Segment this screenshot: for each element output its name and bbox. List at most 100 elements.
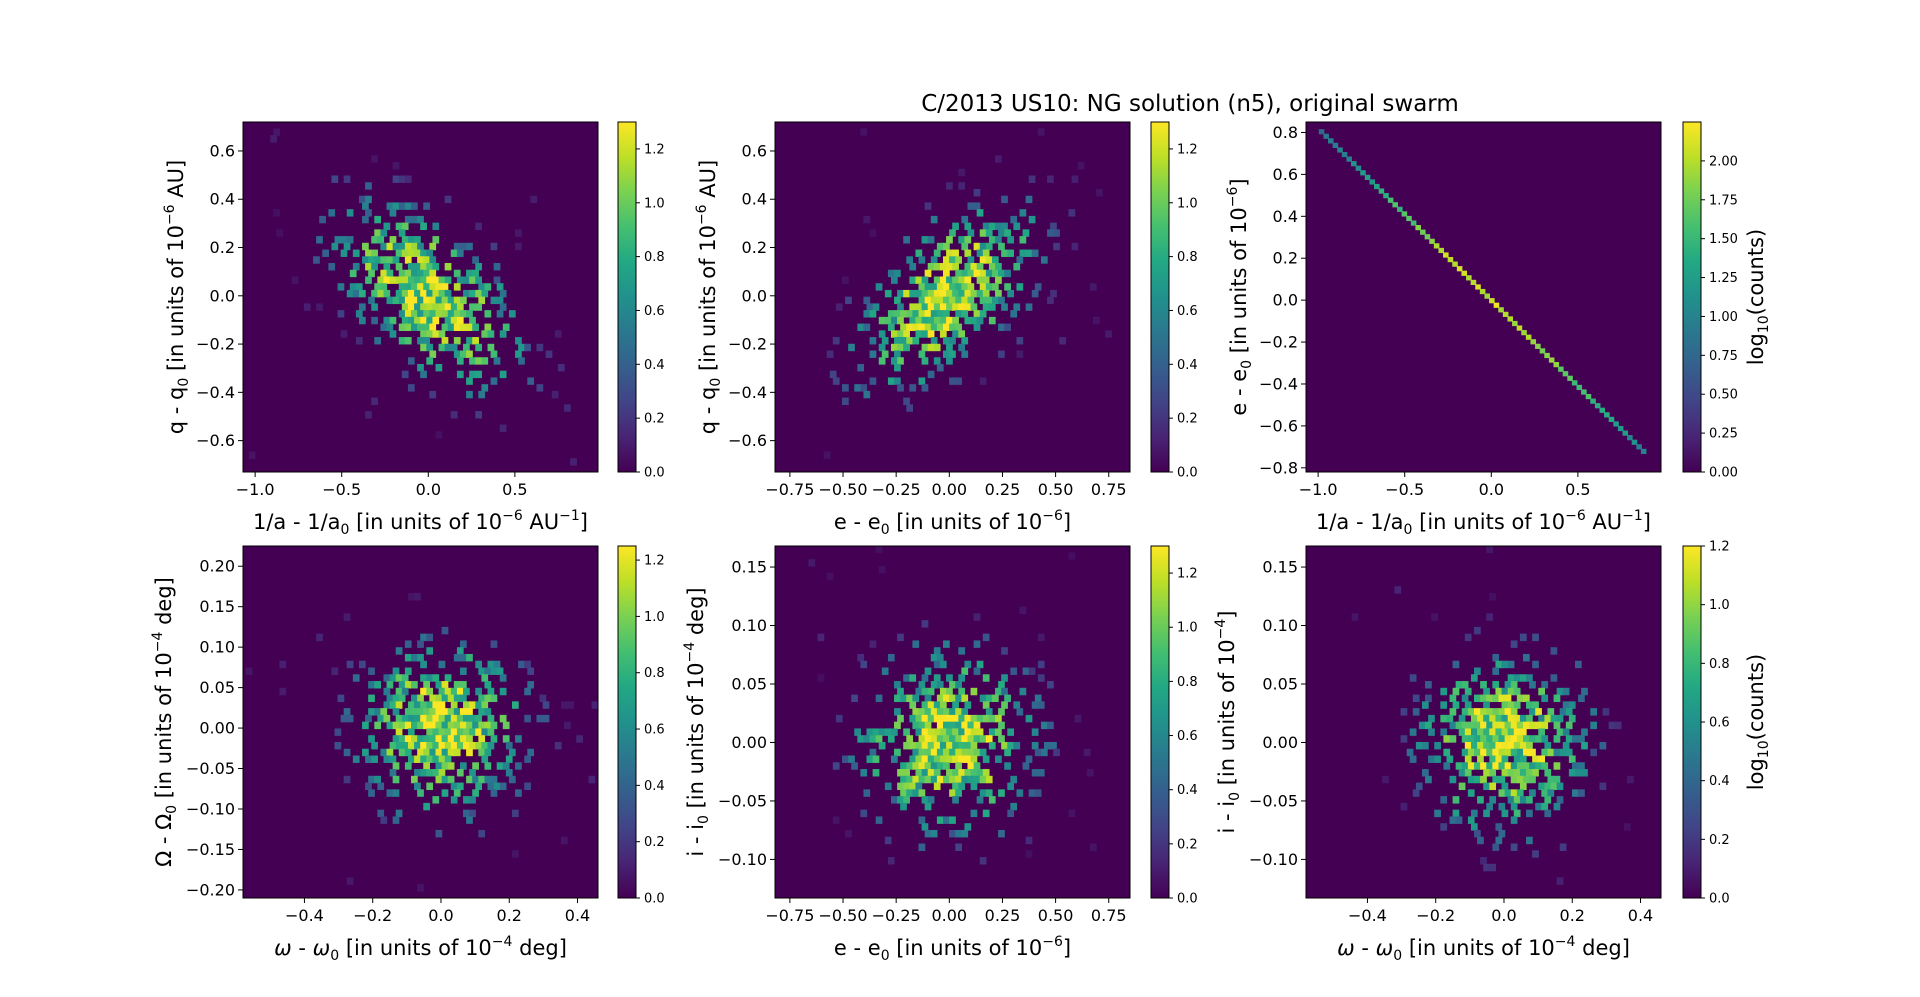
hexbin-cell: [952, 276, 959, 284]
hexbin-cell: [1576, 384, 1583, 391]
hexbin-cell: [921, 674, 929, 682]
hexbin-cell: [420, 263, 427, 271]
hexbin-cell: [973, 667, 981, 675]
hexbin-cell: [1010, 667, 1018, 675]
hexbin-cell: [1558, 366, 1564, 372]
hexbin-cell: [1474, 626, 1481, 635]
hexbin-cell: [808, 559, 816, 567]
hexbin-cell: [955, 377, 962, 385]
hexbin-cell: [918, 748, 926, 757]
hexbin-cells: [823, 128, 1112, 459]
hexbin-cell: [1480, 681, 1487, 689]
hexbin-cell: [915, 276, 923, 284]
hexbin-cell: [894, 269, 901, 278]
hexbin-cell: [1516, 735, 1524, 743]
hexbin-cell: [927, 370, 935, 379]
hexbin-cell: [1461, 762, 1469, 770]
hexbin-cell: [1544, 782, 1552, 791]
hexbin-cell: [967, 296, 975, 305]
hexbin-cell: [383, 687, 391, 696]
hexbin-cell: [352, 755, 360, 763]
hexbin-cell: [943, 310, 950, 318]
hexbin-cell: [411, 202, 418, 210]
hexbin-cell: [939, 701, 947, 709]
hexbin-cell: [484, 283, 492, 291]
hexbin-cell: [961, 242, 969, 251]
hexbin-cell: [918, 283, 926, 291]
x-tick-label: −0.4: [285, 906, 324, 925]
hexbin-cell: [912, 337, 920, 345]
hexbin-cell: [404, 296, 412, 305]
hexbin-cell: [524, 755, 531, 763]
hexbin-cell: [362, 748, 369, 757]
hexbin-cell: [1397, 206, 1403, 212]
hexbin-cell: [469, 809, 476, 818]
hexbin-cell: [389, 236, 397, 244]
hexbin-cell: [875, 694, 883, 703]
hexbin-cell: [404, 667, 412, 675]
y-tick-label: −0.6: [728, 431, 767, 450]
hexbin-cell: [955, 694, 962, 703]
hexbin-cell: [970, 741, 978, 750]
hexbin-cell: [872, 755, 880, 763]
hexbin-cell: [414, 769, 421, 777]
hexbin-cell: [921, 276, 929, 284]
hexbin-cell: [866, 755, 874, 763]
hexbin-cell: [441, 626, 449, 635]
hexbin-cell: [1474, 775, 1481, 784]
hexbin-cell: [279, 660, 287, 669]
hexbin-cell: [386, 789, 394, 797]
hexbin-cell: [459, 721, 467, 730]
hexbin-cell: [536, 714, 544, 723]
hexbin-cell: [487, 741, 495, 750]
hexbin-cell: [248, 451, 256, 459]
hexbin-cell: [961, 337, 969, 345]
colorbar-tick-label: 0.2: [644, 835, 665, 850]
hexbin-cell: [1037, 128, 1045, 136]
hexbin-cell: [939, 741, 947, 750]
hexbin-cell: [936, 816, 944, 824]
hexbin-cell: [1047, 296, 1054, 305]
hexbin-cell: [392, 694, 400, 703]
hexbin-cell: [453, 721, 461, 730]
hexbin-cell: [1013, 303, 1021, 311]
y-axis-label: q - q0 [in units of 10−6 AU]: [162, 160, 192, 434]
hexbin-cell: [1486, 802, 1493, 811]
hexbin-cell: [976, 316, 984, 325]
hexbin-cell: [484, 762, 492, 770]
x-tick-label: 0.5: [502, 480, 527, 499]
hexbin-cell: [924, 829, 932, 838]
hexbin-cell: [386, 681, 394, 689]
hexbin-cell: [1512, 320, 1518, 327]
x-tick-label: 0.75: [1091, 480, 1127, 499]
hexbin-cell: [1034, 283, 1042, 291]
hexbin-cell: [426, 714, 434, 723]
hexbin-cell: [398, 283, 406, 291]
hexbin-cell: [1541, 748, 1549, 757]
hexbin-cell: [1532, 769, 1539, 777]
hexbin-cell: [475, 660, 483, 669]
colorbar-tick-label: 1.0: [1709, 598, 1730, 613]
hexbin-cell: [411, 694, 418, 703]
hexbin-cell: [1547, 789, 1555, 797]
colorbar: [1682, 121, 1702, 473]
hexbin-cell: [1013, 701, 1021, 709]
hexbin-cell: [835, 714, 843, 723]
axes-frame: [774, 545, 1131, 899]
hexbin-cell: [936, 653, 944, 662]
hexbin-cell: [890, 755, 898, 763]
hexbin-cell: [1071, 242, 1079, 251]
hexbin-cell: [401, 370, 409, 379]
hexbin-cell: [401, 249, 409, 257]
hexbin-cell: [955, 681, 962, 689]
hexbin-cell: [1544, 796, 1552, 804]
hexbin-cell: [466, 269, 473, 278]
hexbin-cells: [248, 128, 577, 466]
hexbin-cell: [927, 741, 935, 750]
hexbin-cell: [365, 411, 372, 419]
hexbin-cell: [481, 384, 489, 392]
hexbin-cell: [453, 269, 461, 278]
hexbin-cell: [438, 755, 446, 763]
hexbin-cell: [1623, 823, 1631, 831]
colorbar-tick-label: 0.6: [644, 723, 665, 738]
